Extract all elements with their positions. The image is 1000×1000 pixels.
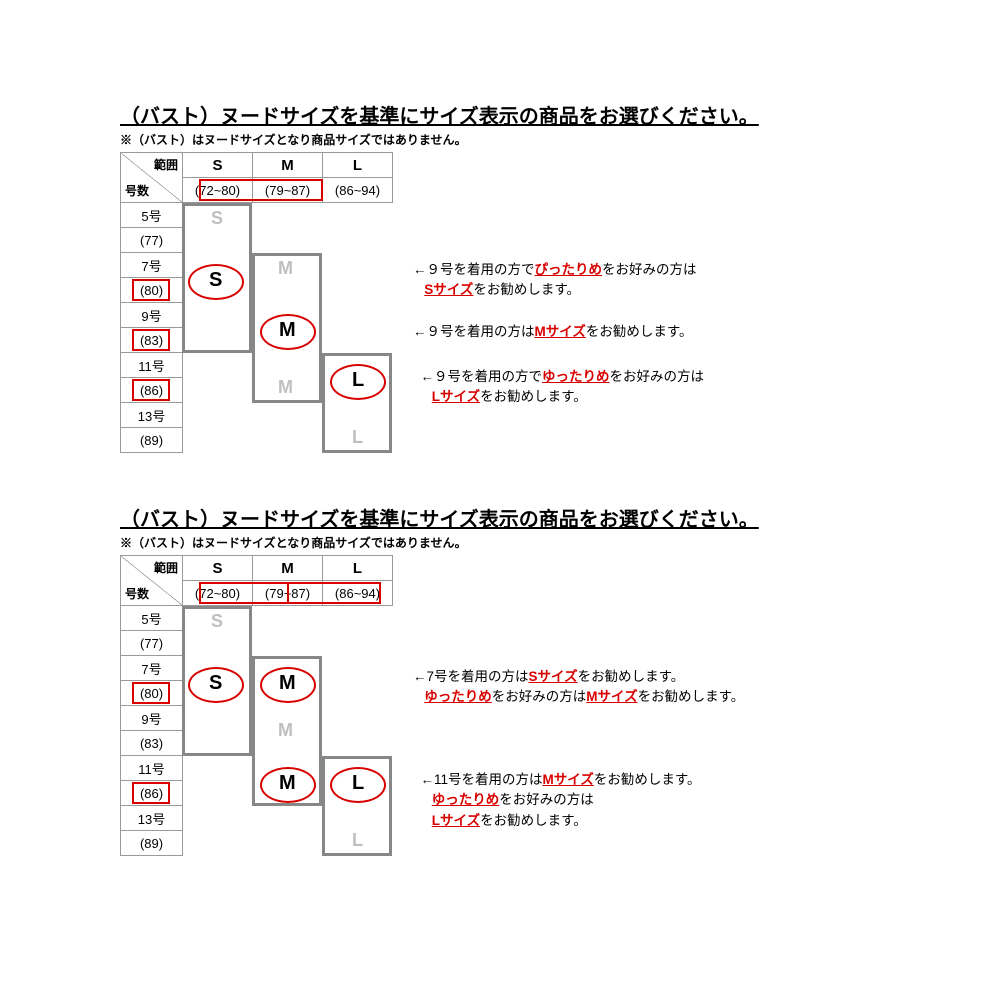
header-go: 号数 bbox=[125, 585, 149, 602]
size-guide-section-2: （バスト）ヌードサイズを基準にサイズ表示の商品をお選びください。 ※（バスト）は… bbox=[120, 503, 940, 856]
size-table-1: 範囲 号数 S M L (72~80) (79~87) (86~94) 5号 (… bbox=[120, 152, 393, 453]
row-val: (83) bbox=[121, 328, 183, 353]
row-label: 13号 bbox=[121, 806, 183, 831]
row-label: 13号 bbox=[121, 403, 183, 428]
range-l: (86~94) bbox=[323, 581, 393, 606]
row-val: (89) bbox=[121, 428, 183, 453]
col-l: L bbox=[323, 153, 393, 178]
header-range: 範囲 bbox=[154, 156, 178, 173]
header-range: 範囲 bbox=[154, 559, 178, 576]
note-2: ←９号を着用の方はMサイズをお勧めします。 bbox=[413, 322, 693, 342]
row-val: (80) bbox=[121, 278, 183, 303]
note-3: ←９号を着用の方でゆったりめをお好みの方は Lサイズをお勧めします。 bbox=[413, 367, 704, 408]
row-val: (89) bbox=[121, 831, 183, 856]
subtitle: ※（バスト）はヌードサイズとなり商品サイズではありません。 bbox=[120, 131, 940, 148]
range-l: (86~94) bbox=[323, 178, 393, 203]
row-label: 5号 bbox=[121, 203, 183, 228]
row-label: 7号 bbox=[121, 656, 183, 681]
range-s: (72~80) bbox=[183, 178, 253, 203]
col-l: L bbox=[323, 556, 393, 581]
row-label: 7号 bbox=[121, 253, 183, 278]
row-label: 11号 bbox=[121, 756, 183, 781]
row-val: (83) bbox=[121, 731, 183, 756]
col-s: S bbox=[183, 556, 253, 581]
row-label: 9号 bbox=[121, 706, 183, 731]
col-m: M bbox=[253, 153, 323, 178]
row-label: 9号 bbox=[121, 303, 183, 328]
note-1: ←7号を着用の方はSサイズをお勧めします。 ゆったりめをお好みの方はMサイズをお… bbox=[413, 667, 744, 708]
col-s: S bbox=[183, 153, 253, 178]
row-val: (86) bbox=[121, 378, 183, 403]
notes-1: ←９号を着用の方でぴったりめをお好みの方は Sサイズをお勧めします。 ←９号を着… bbox=[413, 152, 893, 453]
row-val: (80) bbox=[121, 681, 183, 706]
size-table-2: 範囲 号数 S M L (72~80) (79~87) (86~94) 5号 (… bbox=[120, 555, 393, 856]
title: （バスト）ヌードサイズを基準にサイズ表示の商品をお選びください。 bbox=[120, 503, 940, 532]
row-val: (86) bbox=[121, 781, 183, 806]
row-label: 5号 bbox=[121, 606, 183, 631]
size-guide-section-1: （バスト）ヌードサイズを基準にサイズ表示の商品をお選びください。 ※（バスト）は… bbox=[120, 100, 940, 453]
row-val: (77) bbox=[121, 228, 183, 253]
range-s: (72~80) bbox=[183, 581, 253, 606]
range-m: (79~87) bbox=[253, 178, 323, 203]
row-val: (77) bbox=[121, 631, 183, 656]
header-go: 号数 bbox=[125, 182, 149, 199]
range-m: (79~87) bbox=[253, 581, 323, 606]
note-1: ←９号を着用の方でぴったりめをお好みの方は Sサイズをお勧めします。 bbox=[413, 260, 697, 301]
subtitle: ※（バスト）はヌードサイズとなり商品サイズではありません。 bbox=[120, 534, 940, 551]
note-2: ←11号を着用の方はMサイズをお勧めします。 ゆったりめをお好みの方は Lサイズ… bbox=[413, 770, 701, 831]
col-m: M bbox=[253, 556, 323, 581]
title: （バスト）ヌードサイズを基準にサイズ表示の商品をお選びください。 bbox=[120, 100, 940, 129]
row-label: 11号 bbox=[121, 353, 183, 378]
notes-2: ←7号を着用の方はSサイズをお勧めします。 ゆったりめをお好みの方はMサイズをお… bbox=[413, 555, 933, 856]
